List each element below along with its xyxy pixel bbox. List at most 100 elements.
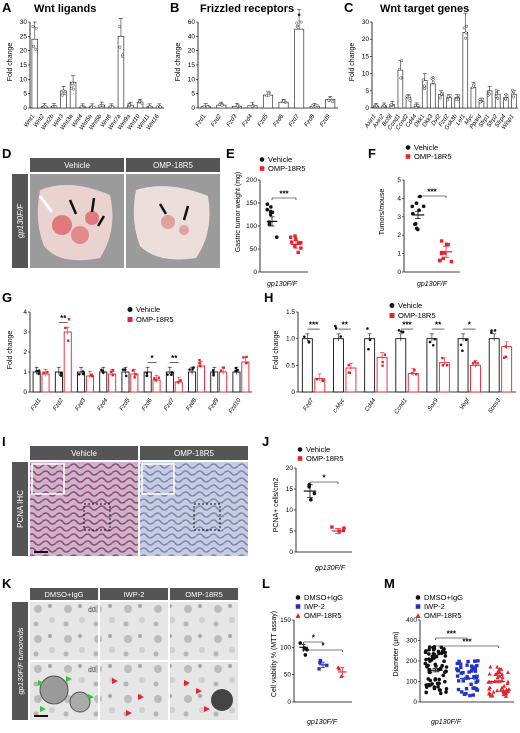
- chart-e-tick-label: 100: [246, 223, 257, 230]
- chart-g-category-label: Fzd2: [52, 397, 65, 412]
- panel-g-letter: G: [2, 290, 12, 305]
- data-point: [202, 105, 206, 109]
- legend-marker: [295, 604, 301, 609]
- data-point: [274, 235, 279, 239]
- data-point: [436, 649, 441, 654]
- data-point: [310, 104, 314, 108]
- data-point: [34, 47, 38, 51]
- data-point: [495, 675, 500, 680]
- chart-b-tick-label: 60: [188, 19, 196, 26]
- data-point: [413, 103, 417, 107]
- chart-c-tick-label: 10: [362, 71, 370, 78]
- data-point: [414, 201, 419, 206]
- chart-l-tick-label: 0: [287, 699, 291, 706]
- data-point: [176, 381, 180, 384]
- data-point: [461, 349, 464, 353]
- data-point: [81, 370, 85, 373]
- bar-myc: [470, 87, 477, 109]
- data-point: [414, 373, 418, 376]
- data-point: [89, 105, 93, 109]
- significance-label: *: [298, 12, 302, 21]
- data-point: [440, 250, 444, 255]
- tumoroid-image-dmso-d0: [30, 602, 98, 660]
- chart-b-category-label: Fzd7: [288, 113, 301, 128]
- legend-marker: [259, 157, 265, 162]
- data-point: [441, 256, 445, 261]
- chart-c-category-label: Myc: [464, 114, 475, 126]
- legend-label: OMP-18R5: [414, 152, 452, 161]
- data-point: [198, 362, 201, 365]
- data-point: [121, 53, 124, 57]
- data-point: [59, 371, 63, 375]
- legend-marker: [405, 145, 411, 150]
- panel-d-label-vehicle: Vehicle: [64, 161, 90, 170]
- data-point: [267, 93, 271, 97]
- bar-omp-18r5-fzd1: [41, 373, 50, 393]
- chart-b-category-label: Fzd2: [210, 113, 223, 128]
- data-point: [494, 91, 498, 95]
- data-point: [315, 377, 319, 381]
- panel-d-letter: D: [2, 146, 11, 161]
- data-point: [59, 374, 63, 377]
- data-point: [71, 83, 75, 87]
- data-point: [374, 104, 378, 108]
- data-point: [312, 491, 317, 496]
- panel-k-side-label: gp130F/F tumoroids: [16, 627, 25, 694]
- data-point: [504, 345, 508, 348]
- chart-b-tick-label: 10: [188, 76, 196, 83]
- chart-h-category-label: Socs3: [488, 397, 503, 415]
- data-point: [491, 689, 496, 694]
- data-point: [449, 259, 454, 264]
- bar-vehicle-socs3: [488, 338, 500, 393]
- chart-b-tick-label: 40: [188, 33, 196, 40]
- data-point: [471, 667, 475, 671]
- data-point: [456, 668, 461, 673]
- data-point: [511, 92, 514, 96]
- data-point: [138, 99, 142, 103]
- green-arrowhead-icon: [38, 676, 94, 712]
- data-point: [198, 364, 202, 368]
- day-label-d6: d0: [88, 667, 96, 674]
- data-point: [423, 661, 428, 666]
- legend-label: OMP-18R5: [268, 164, 306, 173]
- data-point: [443, 679, 447, 684]
- chart-g-tick-label: 3: [23, 329, 27, 336]
- data-point: [334, 327, 338, 330]
- data-point: [500, 672, 505, 676]
- panel-a-title: Wnt ligands: [34, 3, 96, 15]
- chart-c-tick-label: 15: [362, 53, 370, 60]
- bar-omp-18r5-sox9: [438, 362, 450, 393]
- chart-h-category-label: Cd44: [364, 397, 378, 413]
- chart-a-tick-label: 15: [20, 62, 28, 69]
- data-point: [490, 331, 493, 335]
- bar-vehicle-fzd7: [301, 338, 313, 393]
- bar-omp-18r5-socs3: [501, 346, 513, 393]
- data-point: [382, 104, 386, 108]
- data-point: [459, 343, 463, 347]
- chart-b-tick-label: 5: [191, 91, 195, 98]
- legend-marker: [415, 604, 421, 609]
- chart-b-category-label: Fzd1: [195, 114, 208, 128]
- data-point: [433, 662, 438, 667]
- legend-marker-omp: [389, 313, 395, 318]
- data-point: [460, 690, 464, 694]
- data-point: [464, 338, 468, 342]
- data-point: [191, 368, 194, 371]
- data-point: [37, 372, 40, 376]
- panel-j-ylabel: PCNA+ cells/cm2: [273, 478, 280, 533]
- data-point: [440, 92, 444, 96]
- data-point: [504, 355, 508, 358]
- panel-e-ylabel: Gastric tumor weight (mg): [235, 172, 242, 253]
- data-point: [64, 326, 67, 330]
- legend-label: Vehicle: [306, 445, 330, 454]
- chart-h-category-label: Sox9: [427, 397, 440, 412]
- data-point: [478, 100, 482, 104]
- data-point: [506, 688, 511, 693]
- data-point: [212, 372, 215, 375]
- data-point: [469, 669, 474, 673]
- data-point: [459, 665, 463, 670]
- data-point: [495, 688, 500, 693]
- chart-a: 051015202530Wnt1Wnt2Wnt2bWnt3Wnt3aWnt4Wn…: [20, 18, 164, 131]
- data-point: [471, 84, 475, 88]
- chart-a-tick-label: 20: [20, 48, 28, 55]
